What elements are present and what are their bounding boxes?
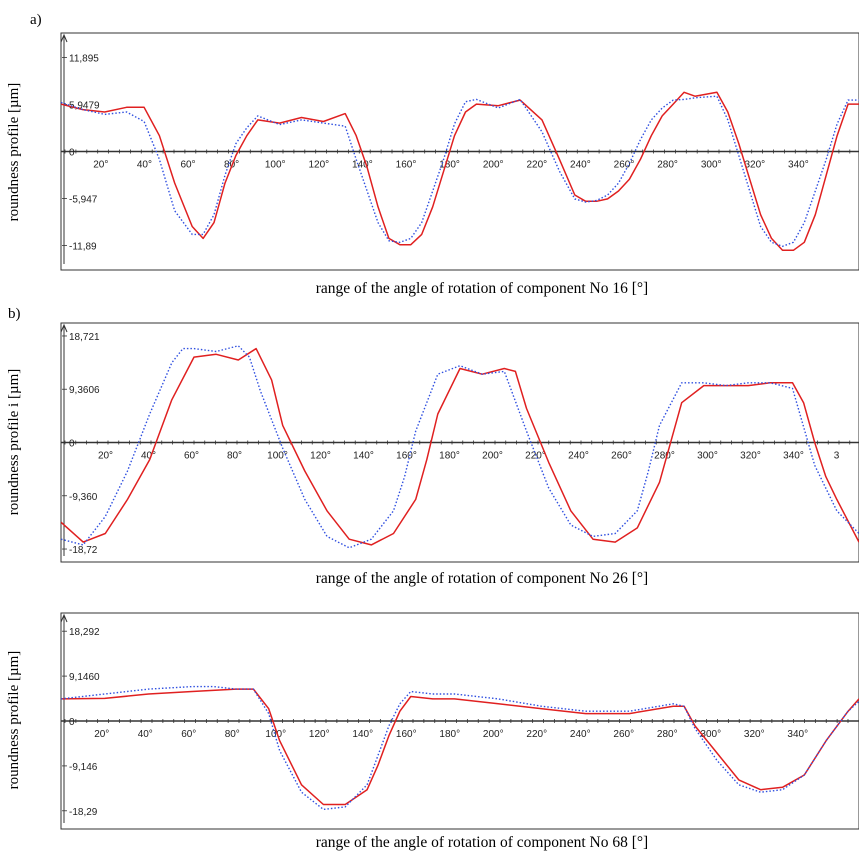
- x-tick-label: 40°: [141, 451, 156, 462]
- panel-label: a): [30, 12, 42, 28]
- y-tick-label: 18,292: [69, 627, 100, 638]
- y-axis-title: roundness profile [µm]: [6, 651, 22, 790]
- series-group: [61, 685, 859, 811]
- x-axis-title: range of the angle of rotation of compon…: [316, 834, 648, 851]
- x-tick-label: 300°: [701, 160, 722, 171]
- x-tick-label: 140°: [352, 160, 373, 171]
- y-tick-label: -18,29: [69, 807, 98, 818]
- x-tick-label: 340°: [783, 451, 804, 462]
- series-group: [61, 345, 859, 549]
- x-axis-title: range of the angle of rotation of compon…: [316, 280, 648, 297]
- x-tick-label: 100°: [265, 160, 286, 171]
- x-tick-label: 20°: [94, 729, 109, 740]
- x-tick-label: 80°: [225, 729, 240, 740]
- y-tick-label: 9,1460: [69, 672, 100, 683]
- x-tick-label: 260°: [614, 160, 635, 171]
- x-tick-label: 200°: [482, 451, 503, 462]
- x-tick-label: 240°: [570, 729, 591, 740]
- y-tick-label: -11,89: [69, 241, 97, 252]
- x-tick-label: 280°: [657, 729, 678, 740]
- y-tick-label: 9,3606: [69, 385, 100, 396]
- x-tick-label: 80°: [227, 451, 242, 462]
- y-tick-label: 0: [69, 717, 75, 728]
- y-axis-arrow: [60, 323, 68, 333]
- x-tick-label: 180°: [439, 451, 460, 462]
- x-tick-label: 340°: [788, 160, 809, 171]
- x-tick-label: 160°: [396, 160, 417, 171]
- x-tick-label: 300°: [700, 729, 721, 740]
- x-tick-label: 20°: [93, 160, 108, 171]
- x-tick-label: 100°: [267, 451, 288, 462]
- x-tick-label: 240°: [568, 451, 589, 462]
- x-tick-label: 120°: [310, 451, 331, 462]
- y-tick-label: -18,72: [69, 545, 98, 556]
- x-axis-title: range of the angle of rotation of compon…: [316, 570, 648, 587]
- x-tick-label: 3: [834, 451, 840, 462]
- x-tick-label: 60°: [184, 451, 199, 462]
- x-tick-label: 60°: [181, 729, 196, 740]
- x-tick-label: 340°: [787, 729, 808, 740]
- series-group: [61, 91, 859, 252]
- series-line-solid: [61, 688, 859, 806]
- x-tick-label: 160°: [396, 451, 417, 462]
- x-tick-label: 240°: [570, 160, 591, 171]
- y-tick-label: 0: [69, 148, 75, 159]
- y-tick-label: -5,947: [69, 194, 98, 205]
- x-tick-label: 260°: [611, 451, 632, 462]
- x-tick-label: 320°: [744, 160, 765, 171]
- series-line-solid: [61, 91, 859, 252]
- panel-label: b): [8, 306, 21, 322]
- y-axis-title: roundness profile [µm]: [6, 83, 22, 222]
- x-tick-label: 320°: [744, 729, 765, 740]
- x-tick-label: 140°: [353, 451, 374, 462]
- x-tick-label: 180°: [439, 160, 460, 171]
- x-tick-label: 60°: [180, 160, 195, 171]
- y-tick-label: -9,146: [69, 762, 98, 773]
- chart-panel-3: 18,292 9,1460 0 -9,146 -18,29 20° 40° 60° 80° 100…: [60, 612, 859, 830]
- x-tick-label: 300°: [697, 451, 718, 462]
- x-tick-label: 180°: [439, 729, 460, 740]
- chart-panel-2: 18,721 9,3606 0 -9,360 -18,72 20° 40° 60° 80° 100…: [60, 322, 859, 563]
- x-tick-label: 120°: [309, 729, 330, 740]
- series-line-dotted: [61, 685, 859, 811]
- x-tick-label: 220°: [526, 729, 547, 740]
- x-tick-label: 200°: [483, 160, 504, 171]
- x-tick-label: 40°: [138, 729, 153, 740]
- y-axis-arrow: [60, 613, 68, 623]
- x-tick-label: 320°: [740, 451, 761, 462]
- y-tick-label: 18,721: [69, 332, 100, 343]
- x-tick-label: 200°: [483, 729, 504, 740]
- x-tick-label: 220°: [525, 451, 546, 462]
- y-axis-title: roundness profile i [µm]: [6, 369, 22, 516]
- y-tick-label: -9,360: [69, 492, 98, 503]
- x-tick-label: 280°: [657, 160, 678, 171]
- y-tick-label: 5,9479: [69, 101, 100, 112]
- x-tick-label: 40°: [137, 160, 152, 171]
- x-tick-label: 20°: [98, 451, 113, 462]
- y-axis-arrow: [60, 33, 68, 43]
- x-tick-label: 120°: [308, 160, 329, 171]
- x-tick-label: 280°: [654, 451, 675, 462]
- x-tick-label: 260°: [613, 729, 634, 740]
- x-tick-label: 100°: [265, 729, 286, 740]
- y-tick-label: 0: [69, 439, 75, 450]
- x-tick-label: 140°: [352, 729, 373, 740]
- x-tick-label: 160°: [396, 729, 417, 740]
- x-tick-label: 220°: [526, 160, 547, 171]
- series-line-solid: [61, 347, 859, 546]
- y-tick-label: 11,895: [69, 54, 99, 65]
- series-line-dotted: [61, 95, 859, 248]
